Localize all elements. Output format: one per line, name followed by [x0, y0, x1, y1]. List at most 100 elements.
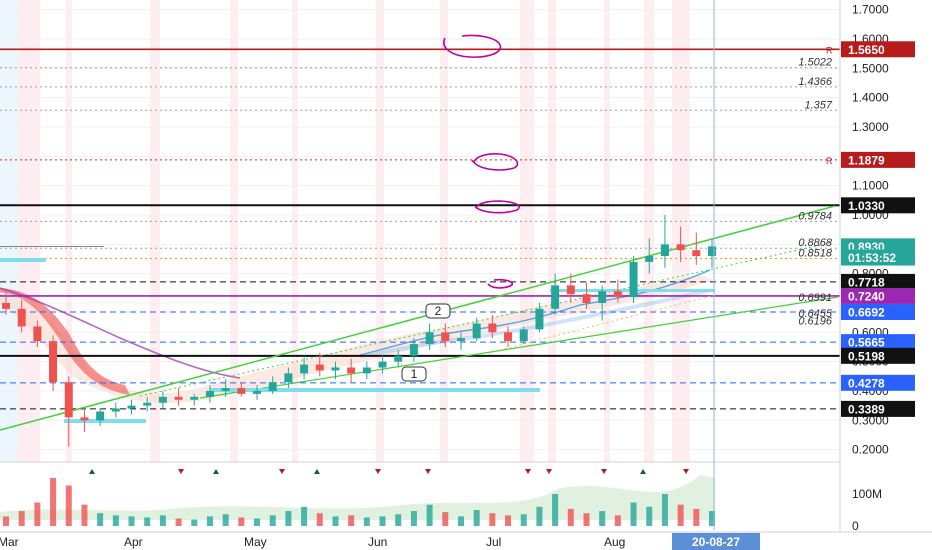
- sell-signal-marker: [425, 469, 431, 474]
- sell-signal-marker: [546, 469, 552, 474]
- price-badge[interactable]: [841, 347, 915, 364]
- candle-body[interactable]: [582, 294, 591, 303]
- price-badge[interactable]: [841, 151, 915, 168]
- candle-body[interactable]: [535, 308, 544, 330]
- annotation-circles: [443, 34, 520, 289]
- volume-bar: [18, 511, 25, 526]
- trendline-orange[interactable]: [499, 294, 716, 351]
- candle-body[interactable]: [300, 364, 309, 374]
- candle-body[interactable]: [472, 323, 481, 339]
- candle-body[interactable]: [347, 367, 356, 374]
- candle-body[interactable]: [111, 408, 120, 412]
- candles[interactable]: [2, 214, 716, 447]
- candle-body[interactable]: [425, 332, 434, 345]
- candle-body[interactable]: [456, 338, 465, 342]
- price-badge-label: 0.7240: [848, 289, 885, 303]
- wave-label-box-2: [425, 303, 451, 319]
- trendline-mid[interactable]: [199, 296, 839, 399]
- volume-bar: [693, 508, 700, 526]
- time-tick: Jul: [486, 535, 501, 549]
- level-marker: R: [826, 45, 833, 55]
- candle-body[interactable]: [378, 361, 387, 368]
- candle-body[interactable]: [205, 390, 214, 397]
- sell-signal-marker: [375, 469, 381, 474]
- fib-label: 1.5022: [798, 57, 832, 69]
- candle-body[interactable]: [221, 388, 230, 391]
- candle-body[interactable]: [660, 244, 669, 257]
- time-tick: Jun: [368, 535, 387, 549]
- volume-bar: [457, 516, 464, 526]
- volume-bar: [348, 515, 355, 526]
- candle-body[interactable]: [362, 367, 371, 374]
- candle-body[interactable]: [80, 417, 89, 421]
- candle-body[interactable]: [488, 323, 497, 333]
- volume-bar: [332, 516, 339, 526]
- volume-bar: [81, 504, 88, 526]
- candle-body[interactable]: [268, 382, 277, 391]
- price-badge[interactable]: [841, 41, 915, 58]
- candle-body[interactable]: [49, 341, 58, 383]
- price-badges[interactable]: 1.5650R1.1879R1.03300.893001:53:520.7718…: [826, 41, 915, 417]
- volume-bar: [473, 510, 480, 526]
- sell-signal-marker: [178, 469, 184, 474]
- candle-body[interactable]: [629, 261, 638, 298]
- price-badge[interactable]: [841, 400, 915, 417]
- candle-body[interactable]: [17, 308, 26, 327]
- candle-body[interactable]: [598, 291, 607, 303]
- price-badge-label: 0.5198: [848, 349, 885, 363]
- candle-body[interactable]: [708, 246, 716, 257]
- volume-tick-100m: 100M: [852, 487, 882, 501]
- volume-bar: [269, 515, 276, 526]
- candle-body[interactable]: [96, 411, 105, 421]
- volume-bar: [301, 506, 308, 526]
- highlight-band: [604, 0, 610, 462]
- price-tick: 1.1000: [852, 179, 889, 193]
- candle-body[interactable]: [519, 329, 528, 342]
- candle-body[interactable]: [174, 396, 183, 400]
- candle-body[interactable]: [284, 373, 293, 383]
- candle-body[interactable]: [566, 285, 575, 295]
- volume-bar: [175, 518, 182, 526]
- price-badge[interactable]: [841, 287, 915, 304]
- candle-body[interactable]: [237, 388, 246, 394]
- candle-body[interactable]: [33, 326, 42, 342]
- candle-body[interactable]: [253, 390, 262, 394]
- price-badge[interactable]: [841, 304, 915, 321]
- volume-bar: [97, 513, 104, 526]
- candle-body[interactable]: [2, 302, 10, 309]
- candle-body[interactable]: [676, 244, 685, 251]
- wave-label-box-1: [401, 366, 427, 382]
- highlight-band: [18, 0, 40, 462]
- candle-body[interactable]: [645, 256, 654, 262]
- candle-body[interactable]: [613, 291, 622, 298]
- wave-labels: 1 2: [401, 303, 451, 382]
- price-badge[interactable]: [841, 197, 915, 214]
- candle-body[interactable]: [504, 332, 513, 342]
- candle-body[interactable]: [409, 344, 418, 356]
- candle-body[interactable]: [158, 396, 167, 403]
- volume-bar: [410, 511, 417, 526]
- price-badge[interactable]: [841, 334, 915, 351]
- candle-body[interactable]: [315, 364, 324, 371]
- time-tick: May: [244, 535, 267, 549]
- candle-body[interactable]: [190, 396, 199, 400]
- candle-body[interactable]: [441, 332, 450, 342]
- candle-body[interactable]: [127, 405, 136, 409]
- time-axis-ticks: Mar Apr May Jun Jul Aug: [0, 535, 625, 549]
- candle-body[interactable]: [394, 355, 403, 362]
- candle-body[interactable]: [331, 367, 340, 371]
- volume-bar: [505, 515, 512, 526]
- horizontal-levels[interactable]: [0, 48, 840, 410]
- candle-body[interactable]: [64, 382, 73, 418]
- volume-bar: [254, 518, 261, 526]
- candle-body[interactable]: [692, 250, 701, 257]
- candle-body[interactable]: [143, 402, 152, 406]
- candle-body[interactable]: [551, 285, 560, 309]
- price-badge[interactable]: [841, 249, 915, 266]
- price-badge[interactable]: [841, 273, 915, 290]
- sell-signal-marker: [525, 469, 531, 474]
- price-badge[interactable]: [841, 374, 915, 391]
